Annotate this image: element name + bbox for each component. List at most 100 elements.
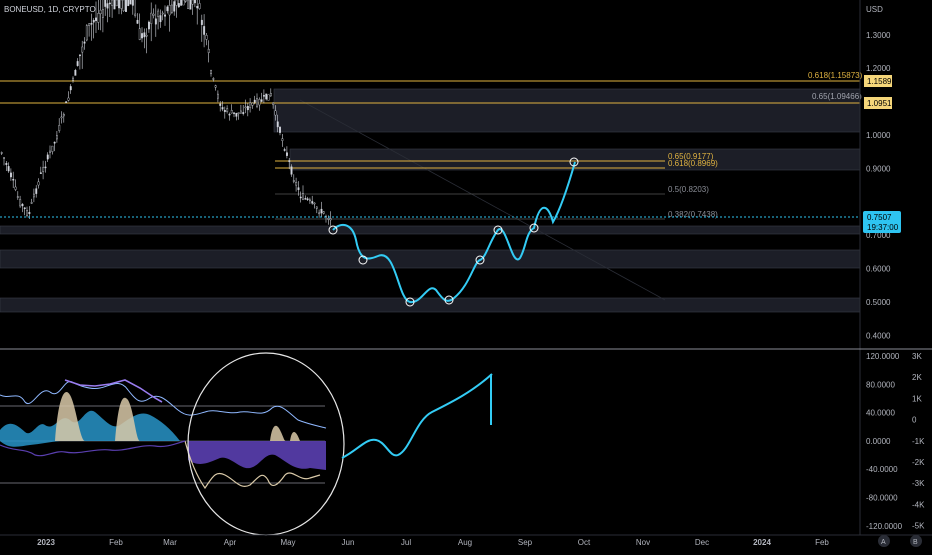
candle-body	[189, 0, 192, 10]
candle-body	[104, 0, 107, 7]
candle-body	[118, 0, 121, 9]
candles-layer	[0, 0, 332, 226]
osc-left-tick: -120.0000	[866, 522, 903, 531]
candle-body	[49, 150, 51, 153]
candle-body	[288, 160, 291, 162]
candle-body	[292, 180, 295, 182]
candle-body	[306, 198, 309, 200]
osc-violet-line	[64, 379, 163, 403]
candle-body	[141, 33, 144, 39]
candle-body	[230, 110, 233, 114]
candle-body	[228, 113, 231, 116]
candle-body	[7, 166, 10, 172]
candle-body	[170, 4, 173, 13]
support-zone-1	[0, 225, 861, 235]
time-tick-label: Oct	[578, 538, 591, 547]
osc-tan-peaks	[55, 392, 300, 441]
support-zone-2	[0, 249, 861, 269]
osc-left-ticks: 120.0000 80.0000 40.0000 0.0000 -40.0000 -80.…	[866, 352, 903, 531]
candle-body	[108, 2, 111, 5]
candle-body	[159, 15, 162, 23]
candle-body	[242, 112, 245, 114]
candle-body	[173, 1, 176, 12]
zones-layer	[0, 88, 861, 313]
candle-body	[0, 152, 3, 154]
time-tick-label: Nov	[636, 538, 650, 547]
candle-body	[322, 211, 325, 214]
osc-purple-line	[0, 440, 186, 457]
candle-body	[152, 13, 155, 16]
candle-body	[37, 181, 40, 186]
candle-body	[304, 198, 307, 200]
price-tag-1-bg	[864, 75, 892, 87]
candle-body	[129, 0, 132, 5]
osc-right-tick: -2K	[912, 458, 925, 467]
log-scale-button[interactable]	[910, 535, 922, 547]
candle-body	[33, 193, 35, 198]
candle-body	[290, 166, 293, 175]
time-tick-label: Apr	[224, 538, 237, 547]
candle-body	[203, 26, 206, 35]
candle-body	[51, 145, 54, 152]
current-price-value: 0.7507	[867, 213, 892, 222]
candle-body	[90, 23, 93, 25]
candle-body	[111, 0, 114, 6]
projection-path	[332, 161, 576, 304]
auto-scale-label: A	[881, 539, 886, 546]
candle-body	[46, 154, 49, 160]
osc-tan-line-low	[184, 440, 321, 490]
candle-body	[136, 19, 139, 24]
projection-markers	[328, 157, 579, 307]
candle-body	[134, 13, 137, 16]
candle-body	[210, 70, 213, 75]
candle-body	[72, 77, 75, 81]
candle-body	[30, 202, 33, 204]
osc-right-tick: -1K	[912, 437, 925, 446]
candle-body	[166, 6, 169, 12]
candle-body	[122, 0, 125, 12]
osc-right-tick: -3K	[912, 479, 925, 488]
candle-body	[281, 138, 284, 141]
candle-body	[309, 199, 311, 202]
candle-body	[23, 207, 26, 210]
candle-body	[164, 14, 167, 17]
candle-body	[124, 0, 127, 12]
candle-body	[177, 3, 180, 8]
osc-left-tick: 80.0000	[866, 380, 895, 389]
candle-body	[60, 116, 63, 119]
fib-layer: 0.618(1.15873) 0.65(1.09466) 0.65(0.9177…	[0, 71, 863, 220]
osc-projection-curve	[341, 373, 493, 459]
candle-body	[251, 102, 254, 106]
candle-body	[78, 54, 81, 57]
candle-body	[9, 172, 12, 178]
candle-body	[83, 41, 86, 44]
candle-body	[205, 35, 208, 40]
candle-body	[299, 196, 302, 199]
candle-body	[138, 28, 141, 40]
time-tick-label: Feb	[815, 538, 829, 547]
osc-left-tick: -80.0000	[866, 494, 898, 503]
price-tag-2: 1.0951	[867, 99, 892, 108]
candle-body	[113, 0, 116, 10]
projection-marker	[405, 297, 415, 307]
fib-label-0382: 0.382(0.7438)	[668, 210, 718, 219]
candle-body	[256, 98, 258, 107]
time-tick-label: May	[280, 538, 295, 547]
time-tick-label: Mar	[163, 538, 177, 547]
candle-body	[318, 212, 321, 215]
fib-label-065-top: 0.65(1.09466)	[812, 92, 862, 101]
auto-scale-button[interactable]	[878, 535, 890, 547]
footer-buttons[interactable]: A B	[878, 535, 922, 547]
time-tick-label: 2023	[37, 538, 55, 547]
candle-body	[115, 0, 118, 7]
candle-body	[26, 210, 28, 216]
candle-body	[315, 206, 318, 209]
candle-body	[42, 167, 45, 172]
candle-body	[226, 108, 229, 112]
candle-body	[62, 114, 65, 117]
candle-body	[35, 188, 38, 194]
candle-body	[99, 9, 102, 15]
candle-body	[168, 4, 171, 16]
